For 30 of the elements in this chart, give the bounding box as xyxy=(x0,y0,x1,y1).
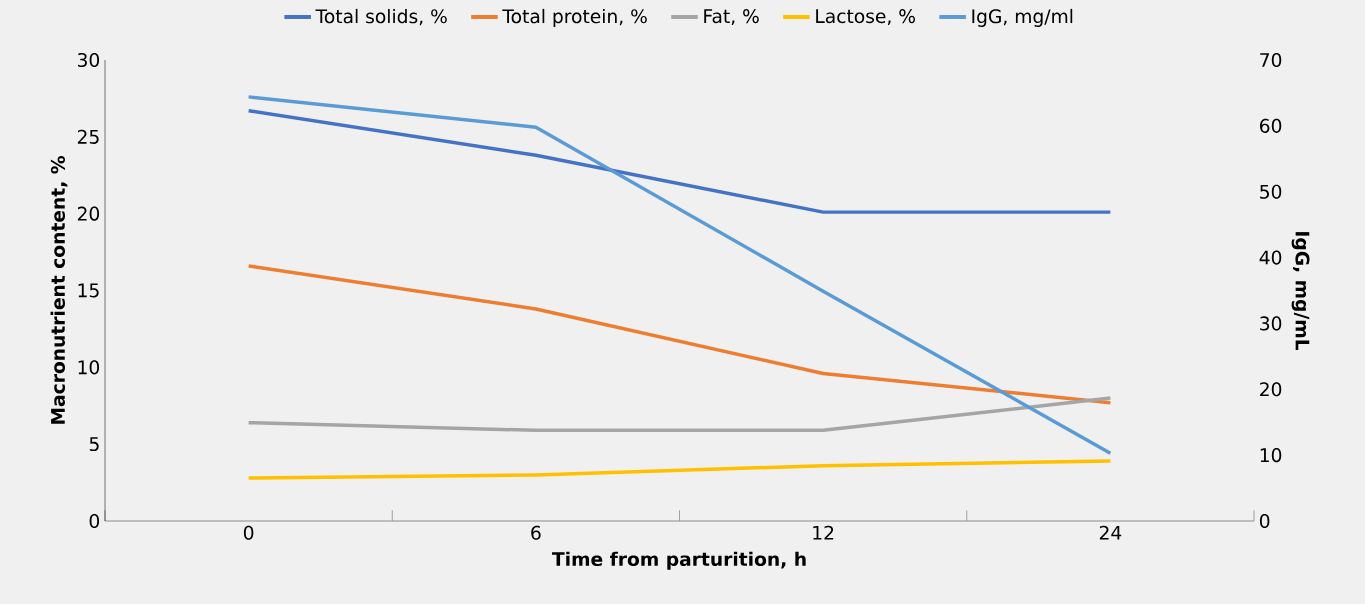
line-series xyxy=(246,459,1113,480)
y2-tick-label: 30 xyxy=(1260,316,1282,331)
line-series xyxy=(246,95,1113,455)
y-tick-label: 30 xyxy=(77,52,100,68)
legend-label: Fat, % xyxy=(704,9,759,26)
y-tick-label: 15 xyxy=(78,283,99,298)
y2-tick-label: 20 xyxy=(1260,382,1282,397)
x-tick-label: 12 xyxy=(813,525,834,540)
legend-label: Total protein, % xyxy=(502,8,647,27)
x-tick-label: 6 xyxy=(531,525,541,540)
line-series xyxy=(246,264,1113,405)
y2-tick-label: 50 xyxy=(1260,184,1282,199)
y2-tick-label: 0 xyxy=(1259,513,1270,529)
y-tick-label: 20 xyxy=(77,206,100,221)
y-tick-label: 5 xyxy=(89,437,99,452)
y2-tick-label: 70 xyxy=(1260,52,1282,68)
y2-tick-label: 60 xyxy=(1260,118,1282,133)
y2-axis-title: IgG, mg/mL xyxy=(1291,232,1310,351)
y2-tick-label: 40 xyxy=(1259,250,1282,265)
y-tick-label: 25 xyxy=(77,129,99,144)
y-tick-label: 10 xyxy=(78,360,100,375)
y-axis-title: Macronutrient content, % xyxy=(50,156,68,424)
x-tick-label: 24 xyxy=(1099,525,1122,540)
x-axis-title: Time from parturition, h xyxy=(552,551,806,570)
y-tick-label: 0 xyxy=(89,513,100,529)
y2-tick-label: 10 xyxy=(1260,448,1282,463)
x-tick-label: 0 xyxy=(243,525,254,540)
legend-label: Lactose, % xyxy=(816,9,915,26)
legend-label: IgG, mg/ml xyxy=(972,8,1073,27)
legend-label: Total solids, % xyxy=(315,8,447,26)
